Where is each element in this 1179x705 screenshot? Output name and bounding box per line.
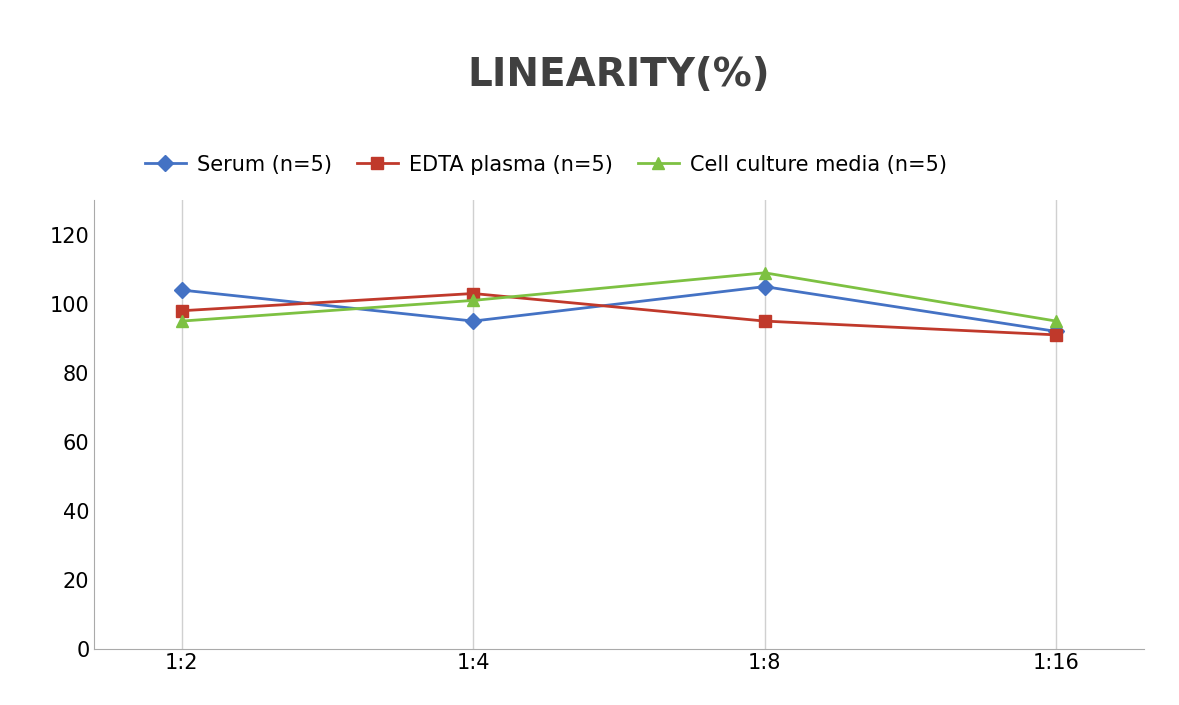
Serum (n=5) bbox=[174, 286, 189, 294]
Legend: Serum (n=5), EDTA plasma (n=5), Cell culture media (n=5): Serum (n=5), EDTA plasma (n=5), Cell cul… bbox=[137, 146, 955, 183]
Cell culture media (n=5) bbox=[1049, 317, 1063, 325]
Serum (n=5) bbox=[466, 317, 480, 325]
EDTA plasma (n=5) bbox=[758, 317, 772, 325]
Line: Serum (n=5): Serum (n=5) bbox=[176, 281, 1062, 337]
Cell culture media (n=5) bbox=[174, 317, 189, 325]
Cell culture media (n=5) bbox=[758, 269, 772, 277]
EDTA plasma (n=5) bbox=[466, 289, 480, 298]
Serum (n=5) bbox=[1049, 327, 1063, 336]
Cell culture media (n=5) bbox=[466, 296, 480, 305]
EDTA plasma (n=5) bbox=[1049, 331, 1063, 339]
Line: EDTA plasma (n=5): EDTA plasma (n=5) bbox=[176, 288, 1062, 341]
Text: LINEARITY(%): LINEARITY(%) bbox=[468, 56, 770, 94]
EDTA plasma (n=5) bbox=[174, 307, 189, 315]
Line: Cell culture media (n=5): Cell culture media (n=5) bbox=[176, 266, 1062, 327]
Serum (n=5) bbox=[758, 283, 772, 291]
